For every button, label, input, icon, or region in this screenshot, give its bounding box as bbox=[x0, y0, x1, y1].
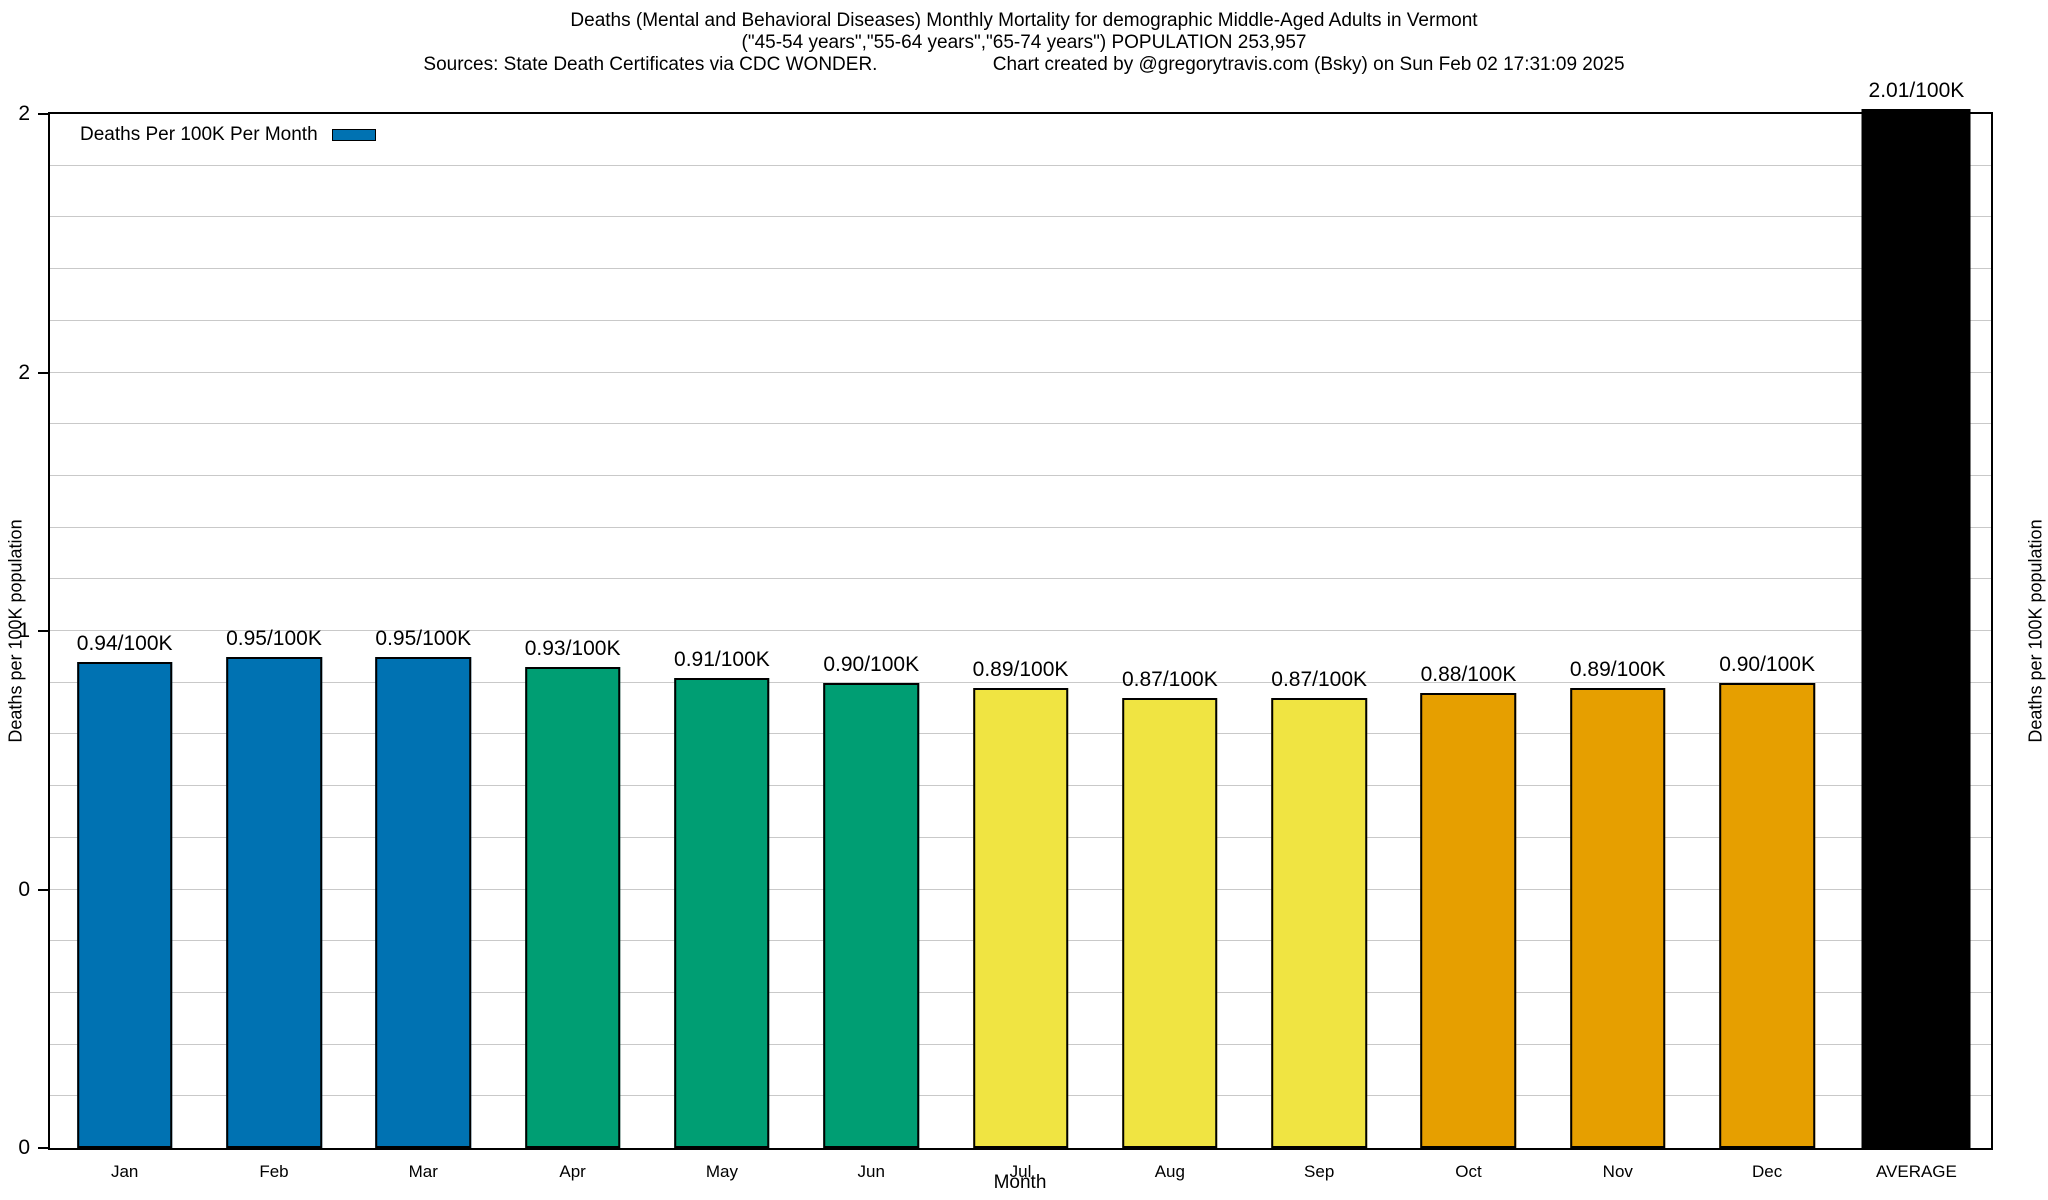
y-tick-label: 2 bbox=[18, 360, 30, 384]
bar-dec bbox=[1719, 682, 1815, 1148]
bar-may bbox=[674, 677, 770, 1148]
y-tick-mark bbox=[38, 888, 48, 891]
x-axis-title: Month bbox=[993, 1172, 1047, 1193]
bar-sep bbox=[1271, 698, 1367, 1148]
bar-slot-dec: 0.90/100K Dec bbox=[1692, 114, 1841, 1181]
x-tick-label: Jan bbox=[110, 1162, 139, 1181]
bar-slot-apr: 0.93/100K Apr bbox=[498, 114, 647, 1181]
legend-label: Deaths Per 100K Per Month bbox=[80, 124, 318, 145]
bar-value-label: 0.95/100K bbox=[226, 626, 322, 650]
x-tick-label: Jun bbox=[857, 1162, 885, 1181]
x-tick-label: Aug bbox=[1154, 1162, 1185, 1181]
bar-slot-mar: 0.95/100K Mar bbox=[349, 114, 498, 1181]
gridline bbox=[50, 268, 1991, 270]
y-axis-title-right: Deaths per 100K population bbox=[2025, 519, 2046, 743]
x-tick-label: May bbox=[705, 1162, 738, 1181]
bar-value-label: 0.95/100K bbox=[375, 626, 472, 650]
plot-area: Deaths Per 100K Per Month 2 2 1 0 0 0.94/100… bbox=[18, 80, 1993, 1181]
bar-slot-oct: 0.88/100K Oct bbox=[1394, 114, 1543, 1181]
y-tick-label: 0 bbox=[18, 1136, 30, 1159]
bars-layer: 0.94/100K Jan 0.95/100K Feb 0.95/100K Mar 0.93… bbox=[50, 80, 1991, 1181]
bar-value-label: 2.01/100K bbox=[1868, 78, 1965, 102]
x-tick-label: Sep bbox=[1304, 1162, 1335, 1181]
bar-value-label: 0.94/100K bbox=[76, 632, 173, 656]
gridline bbox=[50, 164, 1991, 166]
gridline bbox=[50, 526, 1991, 528]
gridline bbox=[50, 216, 1991, 218]
bar-jul bbox=[972, 687, 1069, 1148]
gridline bbox=[50, 423, 1991, 425]
y-tick-mark bbox=[38, 113, 48, 115]
bar-slot-jul: 0.89/100K Jul bbox=[946, 114, 1095, 1181]
bar-slot-feb: 0.95/100K Feb bbox=[199, 114, 348, 1181]
x-tick-label: Jul bbox=[1009, 1162, 1032, 1181]
bar-value-label: 0.93/100K bbox=[524, 637, 621, 661]
bar-oct bbox=[1420, 693, 1517, 1148]
legend: Deaths Per 100K Per Month bbox=[80, 124, 376, 146]
y-tick-label: 1 bbox=[18, 619, 30, 642]
gridline bbox=[50, 319, 1991, 321]
bar-aug bbox=[1122, 698, 1218, 1148]
y-tick-label: 2 bbox=[18, 102, 30, 125]
x-tick-label: Mar bbox=[408, 1162, 438, 1181]
x-tick-label: Dec bbox=[1751, 1162, 1783, 1181]
gridline bbox=[50, 681, 1991, 683]
gridline bbox=[50, 474, 1991, 476]
y-tick-label: 0 bbox=[18, 877, 30, 901]
bar-slot-may: 0.91/100K May bbox=[647, 114, 796, 1181]
bar-value-label: 0.87/100K bbox=[1121, 668, 1218, 692]
bar-slot-sep: 0.87/100K Sep bbox=[1245, 114, 1394, 1181]
bar-average bbox=[1861, 108, 1971, 1148]
x-tick-label: Feb bbox=[259, 1162, 289, 1181]
bar-slot-jan: 0.94/100K Jan bbox=[50, 114, 199, 1181]
bar-feb bbox=[226, 656, 322, 1148]
bar-slot-jun: 0.90/100K Jun bbox=[797, 114, 946, 1181]
credit-text: Chart created by @gregorytravis.com (Bsk… bbox=[992, 54, 1625, 75]
x-tick-label: AVERAGE bbox=[1875, 1162, 1957, 1181]
bar-value-label: 0.90/100K bbox=[1719, 652, 1815, 676]
gridline bbox=[50, 578, 1991, 580]
legend-swatch bbox=[331, 129, 376, 141]
bar-mar bbox=[375, 656, 472, 1148]
bar-value-label: 0.87/100K bbox=[1271, 668, 1368, 692]
gridline bbox=[50, 630, 1991, 631]
sources-text: Sources: State Death Certificates via CD… bbox=[423, 54, 878, 75]
x-tick-label: Oct bbox=[1455, 1162, 1482, 1181]
bar-value-label: 0.91/100K bbox=[674, 647, 770, 671]
bar-value-label: 0.90/100K bbox=[823, 652, 920, 676]
bar-value-label: 0.89/100K bbox=[1569, 657, 1666, 681]
title-block: Deaths (Mental and Behavioral Diseases) … bbox=[0, 10, 2048, 76]
bar-value-label: 0.89/100K bbox=[972, 657, 1069, 681]
bar-jan bbox=[76, 662, 173, 1148]
chart-subtitle: ("45-54 years","55-64 years","65-74 year… bbox=[741, 32, 1307, 53]
y-tick-mark bbox=[38, 1147, 48, 1149]
x-tick-label: Apr bbox=[559, 1162, 586, 1181]
y-tick-mark bbox=[38, 371, 48, 374]
y-tick-mark bbox=[38, 630, 48, 632]
bar-apr bbox=[524, 667, 621, 1148]
bar-nov bbox=[1570, 687, 1666, 1148]
chart-title: Deaths (Mental and Behavioral Diseases) … bbox=[570, 10, 1478, 31]
bar-slot-average: 2.01/100K AVERAGE bbox=[1842, 80, 1991, 1181]
bar-jun bbox=[823, 682, 919, 1148]
bar-value-label: 0.88/100K bbox=[1420, 663, 1517, 687]
sources-line: Sources: State Death Certificates via CD… bbox=[0, 54, 2048, 76]
x-tick-label: Nov bbox=[1602, 1162, 1633, 1181]
bar-slot-nov: 0.89/100K Nov bbox=[1543, 114, 1692, 1181]
bar-slot-aug: 0.87/100K Aug bbox=[1095, 114, 1244, 1181]
gridline bbox=[50, 371, 1991, 373]
